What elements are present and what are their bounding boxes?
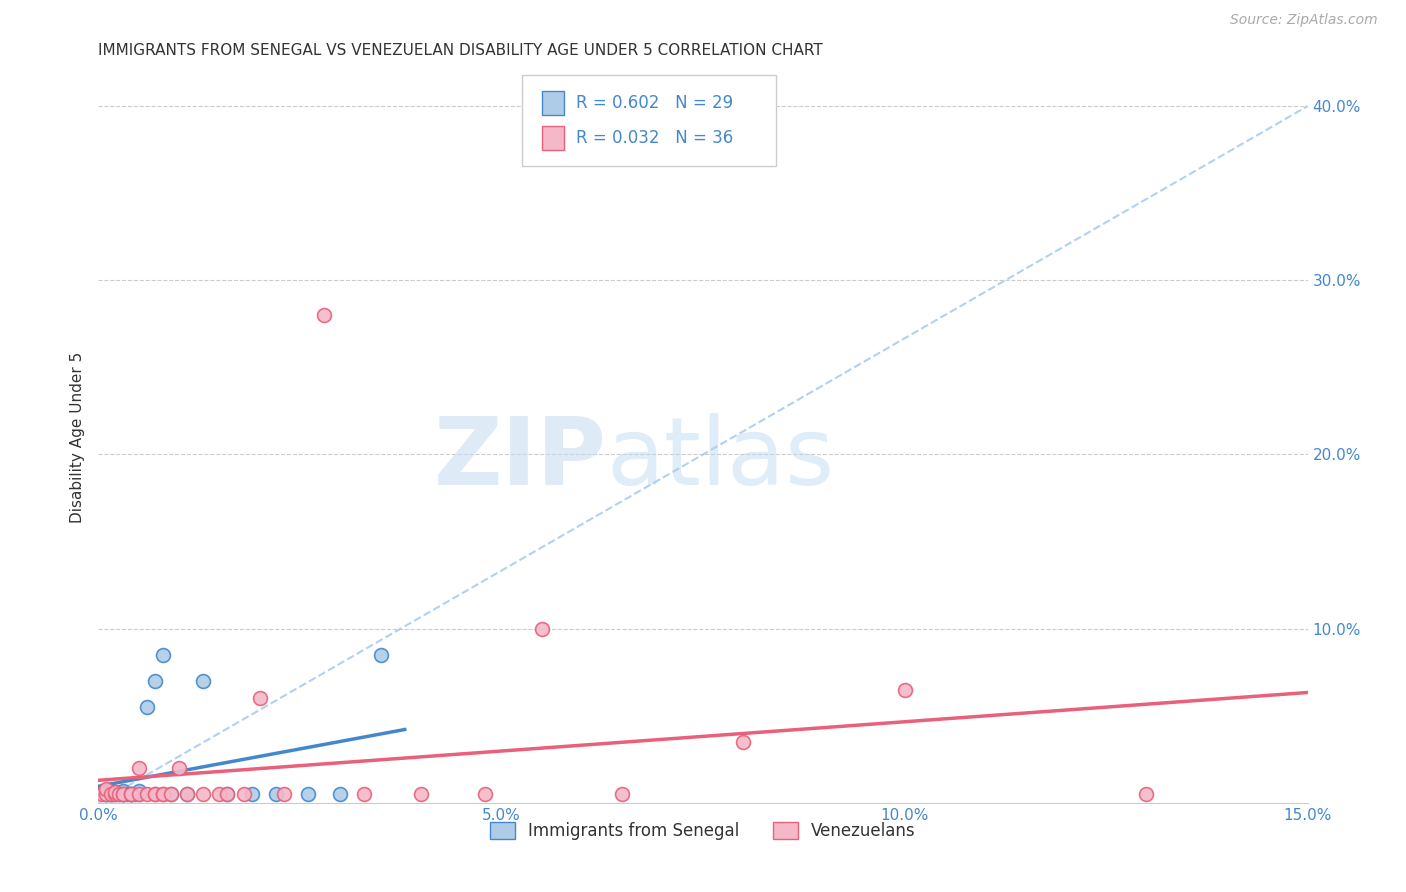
Point bbox=[100, 787, 122, 801]
Point bbox=[120, 787, 142, 801]
Legend: Immigrants from Senegal, Venezuelans: Immigrants from Senegal, Venezuelans bbox=[484, 815, 922, 847]
Point bbox=[135, 787, 157, 801]
Point bbox=[152, 648, 174, 662]
Point bbox=[217, 787, 239, 801]
Point bbox=[176, 787, 198, 801]
Point bbox=[353, 787, 375, 801]
Point bbox=[297, 787, 319, 801]
Point bbox=[91, 787, 114, 801]
Point bbox=[120, 787, 142, 801]
Point bbox=[103, 787, 125, 801]
Point bbox=[111, 787, 134, 801]
Point bbox=[208, 787, 231, 801]
Point bbox=[128, 783, 150, 797]
Point bbox=[264, 787, 287, 801]
Point bbox=[103, 787, 125, 801]
FancyBboxPatch shape bbox=[522, 75, 776, 167]
Point bbox=[124, 787, 146, 801]
Point bbox=[240, 787, 263, 801]
Point bbox=[893, 682, 915, 697]
Point bbox=[160, 787, 183, 801]
Point bbox=[733, 735, 755, 749]
Point bbox=[128, 761, 150, 775]
Point bbox=[135, 700, 157, 714]
Point bbox=[273, 787, 295, 801]
Text: Source: ZipAtlas.com: Source: ZipAtlas.com bbox=[1230, 13, 1378, 28]
Point bbox=[143, 673, 166, 688]
Point bbox=[103, 785, 125, 799]
Bar bbox=[543, 91, 564, 114]
Text: R = 0.032   N = 36: R = 0.032 N = 36 bbox=[576, 129, 734, 147]
Point bbox=[314, 308, 336, 322]
Point bbox=[96, 787, 118, 801]
Point bbox=[103, 785, 125, 799]
Point bbox=[107, 787, 129, 801]
Point bbox=[1135, 787, 1157, 801]
Text: atlas: atlas bbox=[606, 413, 835, 505]
Point bbox=[97, 787, 120, 801]
Point bbox=[370, 648, 392, 662]
Point bbox=[96, 787, 118, 801]
Y-axis label: Disability Age Under 5: Disability Age Under 5 bbox=[69, 351, 84, 523]
Point bbox=[232, 787, 254, 801]
Point bbox=[96, 781, 118, 796]
Text: R = 0.602   N = 29: R = 0.602 N = 29 bbox=[576, 94, 733, 112]
Point bbox=[100, 787, 122, 801]
Bar bbox=[543, 127, 564, 150]
Point bbox=[329, 787, 352, 801]
Point bbox=[152, 787, 174, 801]
Point bbox=[94, 787, 117, 801]
Point bbox=[111, 783, 134, 797]
Point bbox=[530, 622, 553, 636]
Point bbox=[176, 787, 198, 801]
Point bbox=[249, 691, 271, 706]
Point bbox=[101, 787, 124, 801]
Point bbox=[160, 787, 183, 801]
Point bbox=[120, 787, 142, 801]
Point bbox=[143, 787, 166, 801]
Text: ZIP: ZIP bbox=[433, 413, 606, 505]
Point bbox=[107, 787, 129, 801]
Point bbox=[128, 787, 150, 801]
Point bbox=[193, 673, 215, 688]
Point bbox=[474, 787, 496, 801]
Point bbox=[409, 787, 432, 801]
Point bbox=[167, 761, 190, 775]
Text: IMMIGRANTS FROM SENEGAL VS VENEZUELAN DISABILITY AGE UNDER 5 CORRELATION CHART: IMMIGRANTS FROM SENEGAL VS VENEZUELAN DI… bbox=[98, 43, 823, 58]
Point bbox=[612, 787, 634, 801]
Point bbox=[115, 787, 138, 801]
Point bbox=[193, 787, 215, 801]
Point bbox=[152, 787, 174, 801]
Point bbox=[111, 787, 134, 801]
Point bbox=[217, 787, 239, 801]
Point bbox=[120, 787, 142, 801]
Point bbox=[143, 787, 166, 801]
Point bbox=[111, 787, 134, 801]
Point bbox=[128, 787, 150, 801]
Point bbox=[111, 787, 134, 801]
